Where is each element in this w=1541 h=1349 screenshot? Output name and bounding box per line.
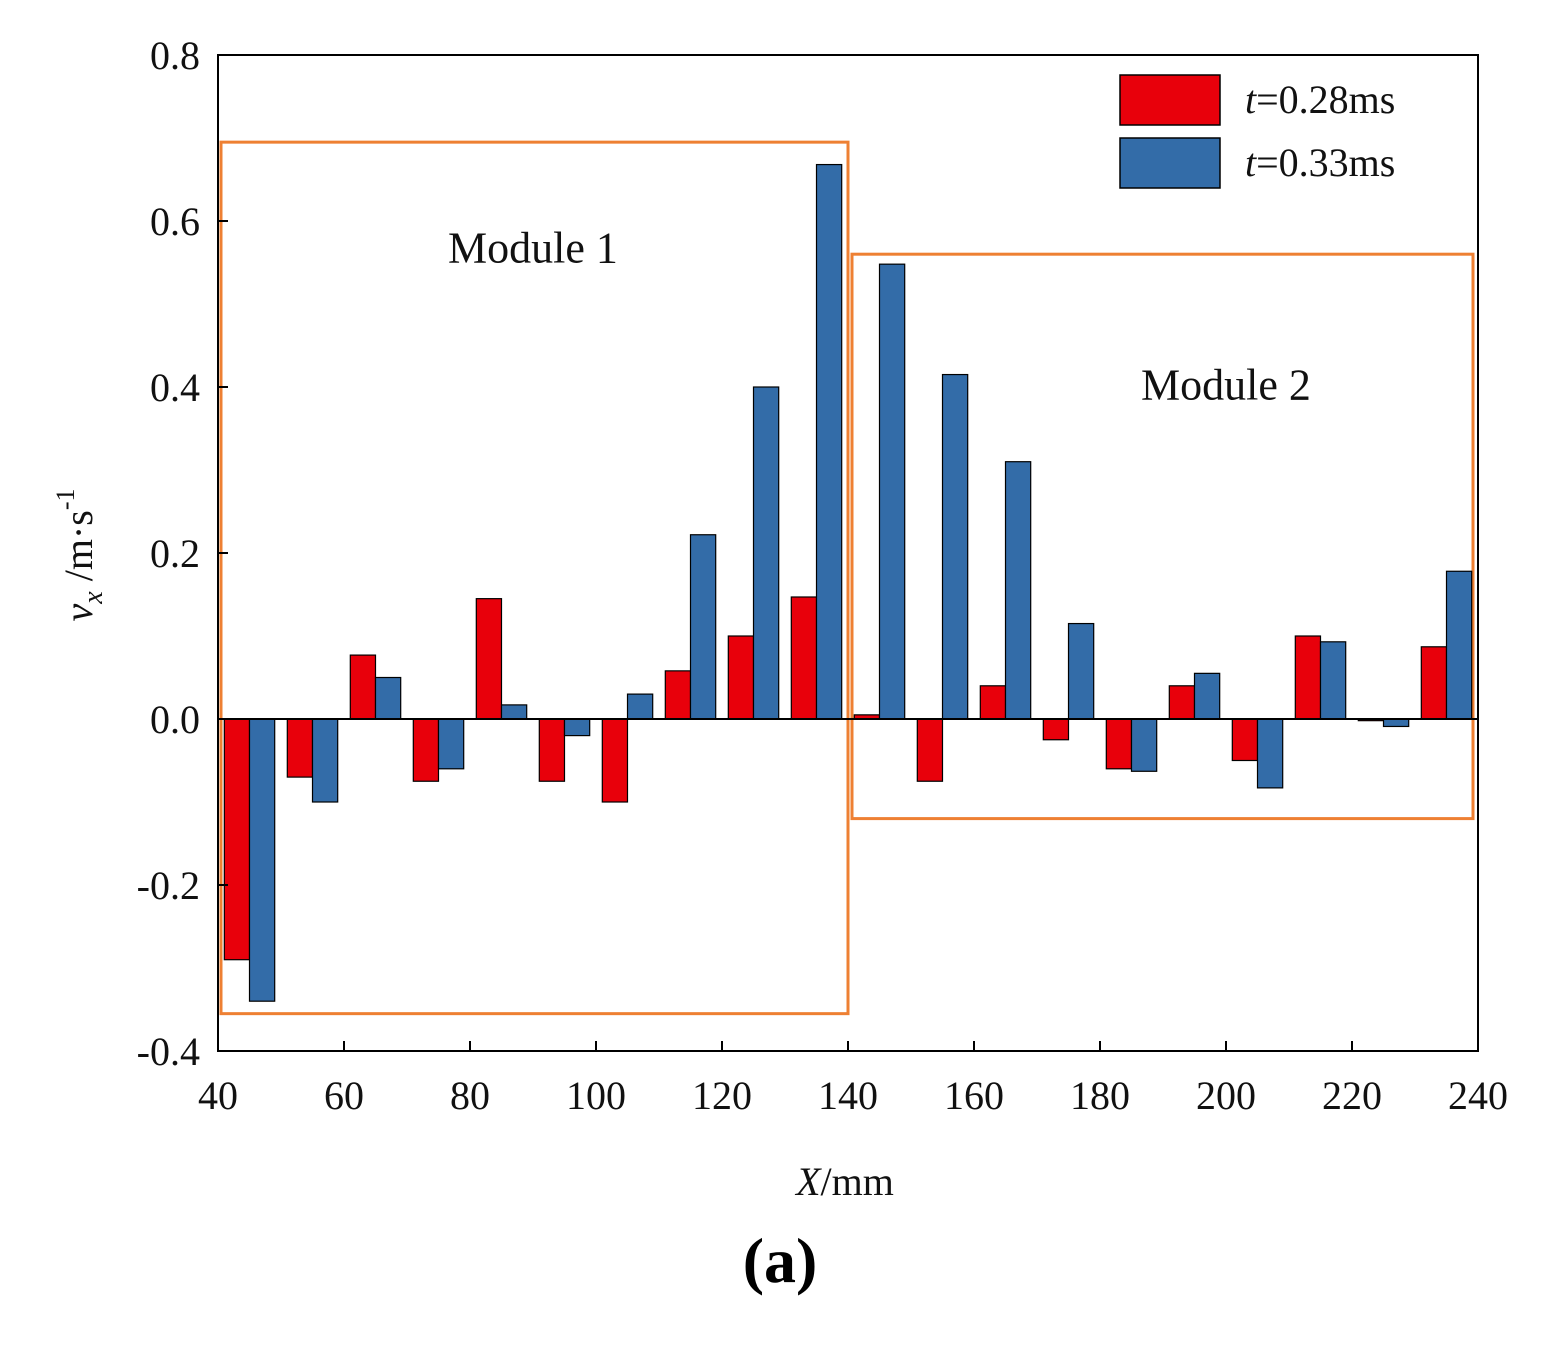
module-2-box	[850, 252, 1475, 821]
y-tick-label: -0.2	[137, 863, 200, 908]
x-axis: 40 60 80 100 120 140 160 180 200 220 240	[198, 1041, 1508, 1118]
bar-t033-x155	[941, 373, 969, 720]
x-tick-label: 140	[818, 1073, 878, 1118]
bar-t028-x195	[1168, 685, 1196, 720]
x-axis-title: X/mm	[794, 1159, 894, 1204]
bar-t033-x165	[1004, 461, 1032, 720]
bar-t028-x75	[412, 718, 440, 782]
y-tick-label: -0.4	[137, 1029, 200, 1074]
bar-t028-x215	[1294, 635, 1322, 720]
bar-t028-x65	[349, 654, 377, 720]
module-boxes	[219, 140, 1475, 1016]
bar-t033-x55	[311, 718, 339, 803]
y-axis-title-sub: x	[78, 591, 109, 605]
bar-t033-x185	[1130, 718, 1158, 772]
bar-t033-x125	[752, 386, 780, 720]
bar-t033-x175	[1067, 622, 1095, 720]
legend: t=0.28ms t=0.33ms	[1119, 74, 1395, 189]
y-tick-label: 0.0	[150, 697, 200, 742]
x-tick-label: 40	[198, 1073, 238, 1118]
legend-label-1: t=0.28ms	[1245, 77, 1395, 122]
y-axis-title: vx /m·s-1	[51, 489, 109, 622]
bar-t028-x105	[601, 718, 629, 803]
bar-t028-x85	[475, 598, 503, 720]
bar-t028-x45	[223, 718, 251, 961]
bar-t033-x65	[374, 676, 402, 720]
x-tick-label: 240	[1448, 1073, 1508, 1118]
bar-t028-x115	[664, 670, 692, 720]
module-2-label: Module 2	[1141, 360, 1311, 409]
bar-t033-x225	[1382, 718, 1410, 728]
x-tick-label: 200	[1196, 1073, 1256, 1118]
x-tick-label: 160	[944, 1073, 1004, 1118]
legend-swatch-1	[1119, 74, 1221, 126]
annotation-labels: Module 1 Module 2	[448, 224, 1311, 410]
bar-t033-x95	[563, 718, 591, 737]
bar-t033-x195	[1193, 672, 1221, 720]
bar-t028-x175	[1042, 718, 1070, 741]
bar-t033-x205	[1256, 718, 1284, 789]
bar-t033-x105	[626, 693, 654, 720]
x-tick-label: 60	[324, 1073, 364, 1118]
bar-t033-x235	[1445, 570, 1473, 720]
x-tick-label: 100	[566, 1073, 626, 1118]
bar-t033-x45	[248, 718, 276, 1002]
bar-t033-x135	[815, 163, 843, 720]
y-tick-label: 0.2	[150, 531, 200, 576]
x-tick-label: 220	[1322, 1073, 1382, 1118]
bar-t033-x115	[689, 534, 717, 720]
x-tick-label: 80	[450, 1073, 490, 1118]
bar-t033-x85	[500, 704, 528, 720]
y-axis: -0.4 -0.2 0.0 0.2 0.4 0.6 0.8	[137, 33, 228, 1074]
bar-t028-x205	[1231, 718, 1259, 762]
bar-t028-x165	[979, 685, 1007, 720]
bar-t033-x145	[878, 263, 906, 720]
bar-t028-x185	[1105, 718, 1133, 770]
x-axis-title-unit: /mm	[821, 1159, 894, 1204]
bar-t028-x135	[790, 596, 818, 720]
bar-t028-x235	[1420, 646, 1448, 720]
y-tick-label: 0.6	[150, 199, 200, 244]
module-1-label: Module 1	[448, 224, 618, 273]
y-tick-label: 0.4	[150, 365, 200, 410]
bar-t028-x55	[286, 718, 314, 778]
legend-swatch-2	[1119, 137, 1221, 189]
module-1-box	[219, 140, 850, 1016]
y-tick-label: 0.8	[150, 33, 200, 78]
panel-label: (a)	[743, 1225, 818, 1296]
bar-t033-x215	[1319, 641, 1347, 720]
bar-t028-x125	[727, 635, 755, 720]
bar-t028-x95	[538, 718, 566, 782]
bar-t028-x155	[916, 718, 944, 782]
bar-t033-x75	[437, 718, 465, 770]
x-tick-label: 180	[1070, 1073, 1130, 1118]
x-tick-label: 120	[692, 1073, 752, 1118]
legend-label-2: t=0.33ms	[1245, 140, 1395, 185]
y-axis-title-var: v	[56, 604, 101, 622]
y-axis-title-unit: /m·s	[56, 510, 101, 591]
y-axis-title-sup: -1	[51, 489, 80, 511]
x-axis-title-var: X	[794, 1159, 822, 1204]
